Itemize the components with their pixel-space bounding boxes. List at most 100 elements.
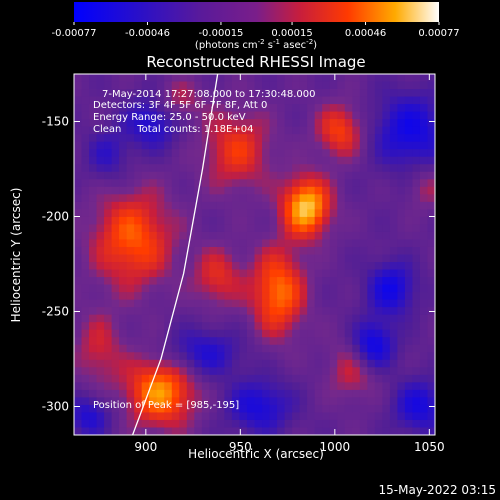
heatmap-cell <box>412 194 421 203</box>
heatmap-cell <box>269 352 278 361</box>
heatmap-cell <box>179 262 188 271</box>
heatmap-cell <box>156 292 165 301</box>
heatmap-cell <box>344 141 353 150</box>
heatmap-cell <box>111 239 120 248</box>
heatmap-cell <box>292 427 301 435</box>
heatmap-cell <box>186 397 195 406</box>
heatmap-cell <box>201 216 210 226</box>
heatmap-cell <box>284 149 293 158</box>
heatmap-cell <box>412 246 421 256</box>
heatmap-cell <box>149 404 158 414</box>
heatmap-cell <box>352 419 361 429</box>
heatmap-cell <box>269 104 278 113</box>
heatmap-cell <box>419 389 429 398</box>
heatmap-cell <box>156 359 165 368</box>
heatmap-cell <box>186 111 195 120</box>
heatmap-cell <box>299 171 308 180</box>
heatmap-cell <box>209 419 218 429</box>
heatmap-cell <box>262 171 271 180</box>
heatmap-cell <box>194 322 203 331</box>
heatmap-cell <box>209 164 218 173</box>
heatmap-cell <box>427 427 435 435</box>
heatmap-cell <box>284 269 293 278</box>
heatmap-cell <box>374 284 383 293</box>
heatmap-cell <box>277 269 286 278</box>
heatmap-cell <box>149 104 158 113</box>
heatmap-cell <box>419 194 429 203</box>
heatmap-cell <box>307 299 316 308</box>
heatmap-cell <box>111 179 120 188</box>
heatmap-cell <box>201 164 210 173</box>
heatmap-cell <box>164 277 173 286</box>
heatmap-cell <box>149 239 158 248</box>
heatmap-cell <box>427 179 435 188</box>
heatmap-cell <box>89 419 98 429</box>
heatmap-cell <box>164 269 173 278</box>
heatmap-cell <box>89 104 98 113</box>
heatmap-cell <box>186 352 195 361</box>
heatmap-cell <box>179 111 188 120</box>
heatmap-cell <box>352 156 361 165</box>
heatmap-cell <box>164 404 173 414</box>
axis-ticks: 900 950 1000 1050-300-250-200-150 <box>42 74 445 454</box>
heatmap-cell <box>111 104 120 113</box>
heatmap-cell <box>201 382 210 391</box>
heatmap-cell <box>96 126 105 135</box>
heatmap-cell <box>231 277 241 286</box>
heatmap-cell <box>156 89 165 98</box>
heatmap-cell <box>352 329 361 338</box>
heatmap-cell <box>89 374 98 383</box>
heatmap-cell <box>186 201 195 210</box>
heatmap-cell <box>179 89 188 98</box>
heatmap-cell <box>307 89 316 98</box>
heatmap-cell <box>89 74 98 83</box>
heatmap-cell <box>329 231 338 241</box>
heatmap-cell <box>201 246 210 256</box>
heatmap-cell <box>337 367 346 376</box>
heatmap-cell <box>96 352 105 361</box>
heatmap-cell <box>404 149 414 158</box>
heatmap-cell <box>126 81 135 90</box>
heatmap-cell <box>382 262 391 271</box>
heatmap-cell <box>359 314 368 323</box>
heatmap-cell <box>359 224 368 233</box>
heatmap-cell <box>329 352 338 361</box>
heatmap-cell <box>246 299 256 308</box>
heatmap-cell <box>186 104 195 113</box>
heatmap-cell <box>262 96 271 105</box>
heatmap-cell <box>397 209 406 218</box>
heatmap-cell <box>74 171 83 180</box>
heatmap-cell <box>164 359 173 368</box>
heatmap-cell <box>111 186 120 195</box>
heatmap-cell <box>404 134 414 143</box>
heatmap-cell <box>89 246 98 256</box>
heatmap-cell <box>239 307 248 316</box>
heatmap-cell <box>194 412 203 421</box>
heatmap-cell <box>111 284 120 293</box>
heatmap-cell <box>359 367 368 376</box>
heatmap-cell <box>239 216 248 226</box>
heatmap-cell <box>404 89 414 98</box>
heatmap-cell <box>254 201 263 210</box>
heatmap-cell <box>231 209 241 218</box>
heatmap-cell <box>374 277 383 286</box>
heatmap-cell <box>322 156 331 165</box>
heatmap-cell <box>277 231 286 241</box>
heatmap-cell <box>74 134 83 143</box>
heatmap-cell <box>292 246 301 256</box>
heatmap-cell <box>179 209 188 218</box>
heatmap-cell <box>427 359 435 368</box>
heatmap-cell <box>194 246 203 256</box>
heatmap-cell <box>412 126 421 135</box>
heatmap-cell <box>419 246 429 256</box>
heatmap-cell <box>216 344 226 353</box>
heatmap-cell <box>314 427 323 435</box>
heatmap-cell <box>134 89 143 98</box>
heatmap-cell <box>277 284 286 293</box>
heatmap-cell <box>314 201 323 210</box>
heatmap-cell <box>307 126 316 135</box>
heatmap-cell <box>74 231 83 241</box>
heatmap-cell <box>89 179 98 188</box>
heatmap-cell <box>134 427 143 435</box>
heatmap-cell <box>134 119 143 128</box>
